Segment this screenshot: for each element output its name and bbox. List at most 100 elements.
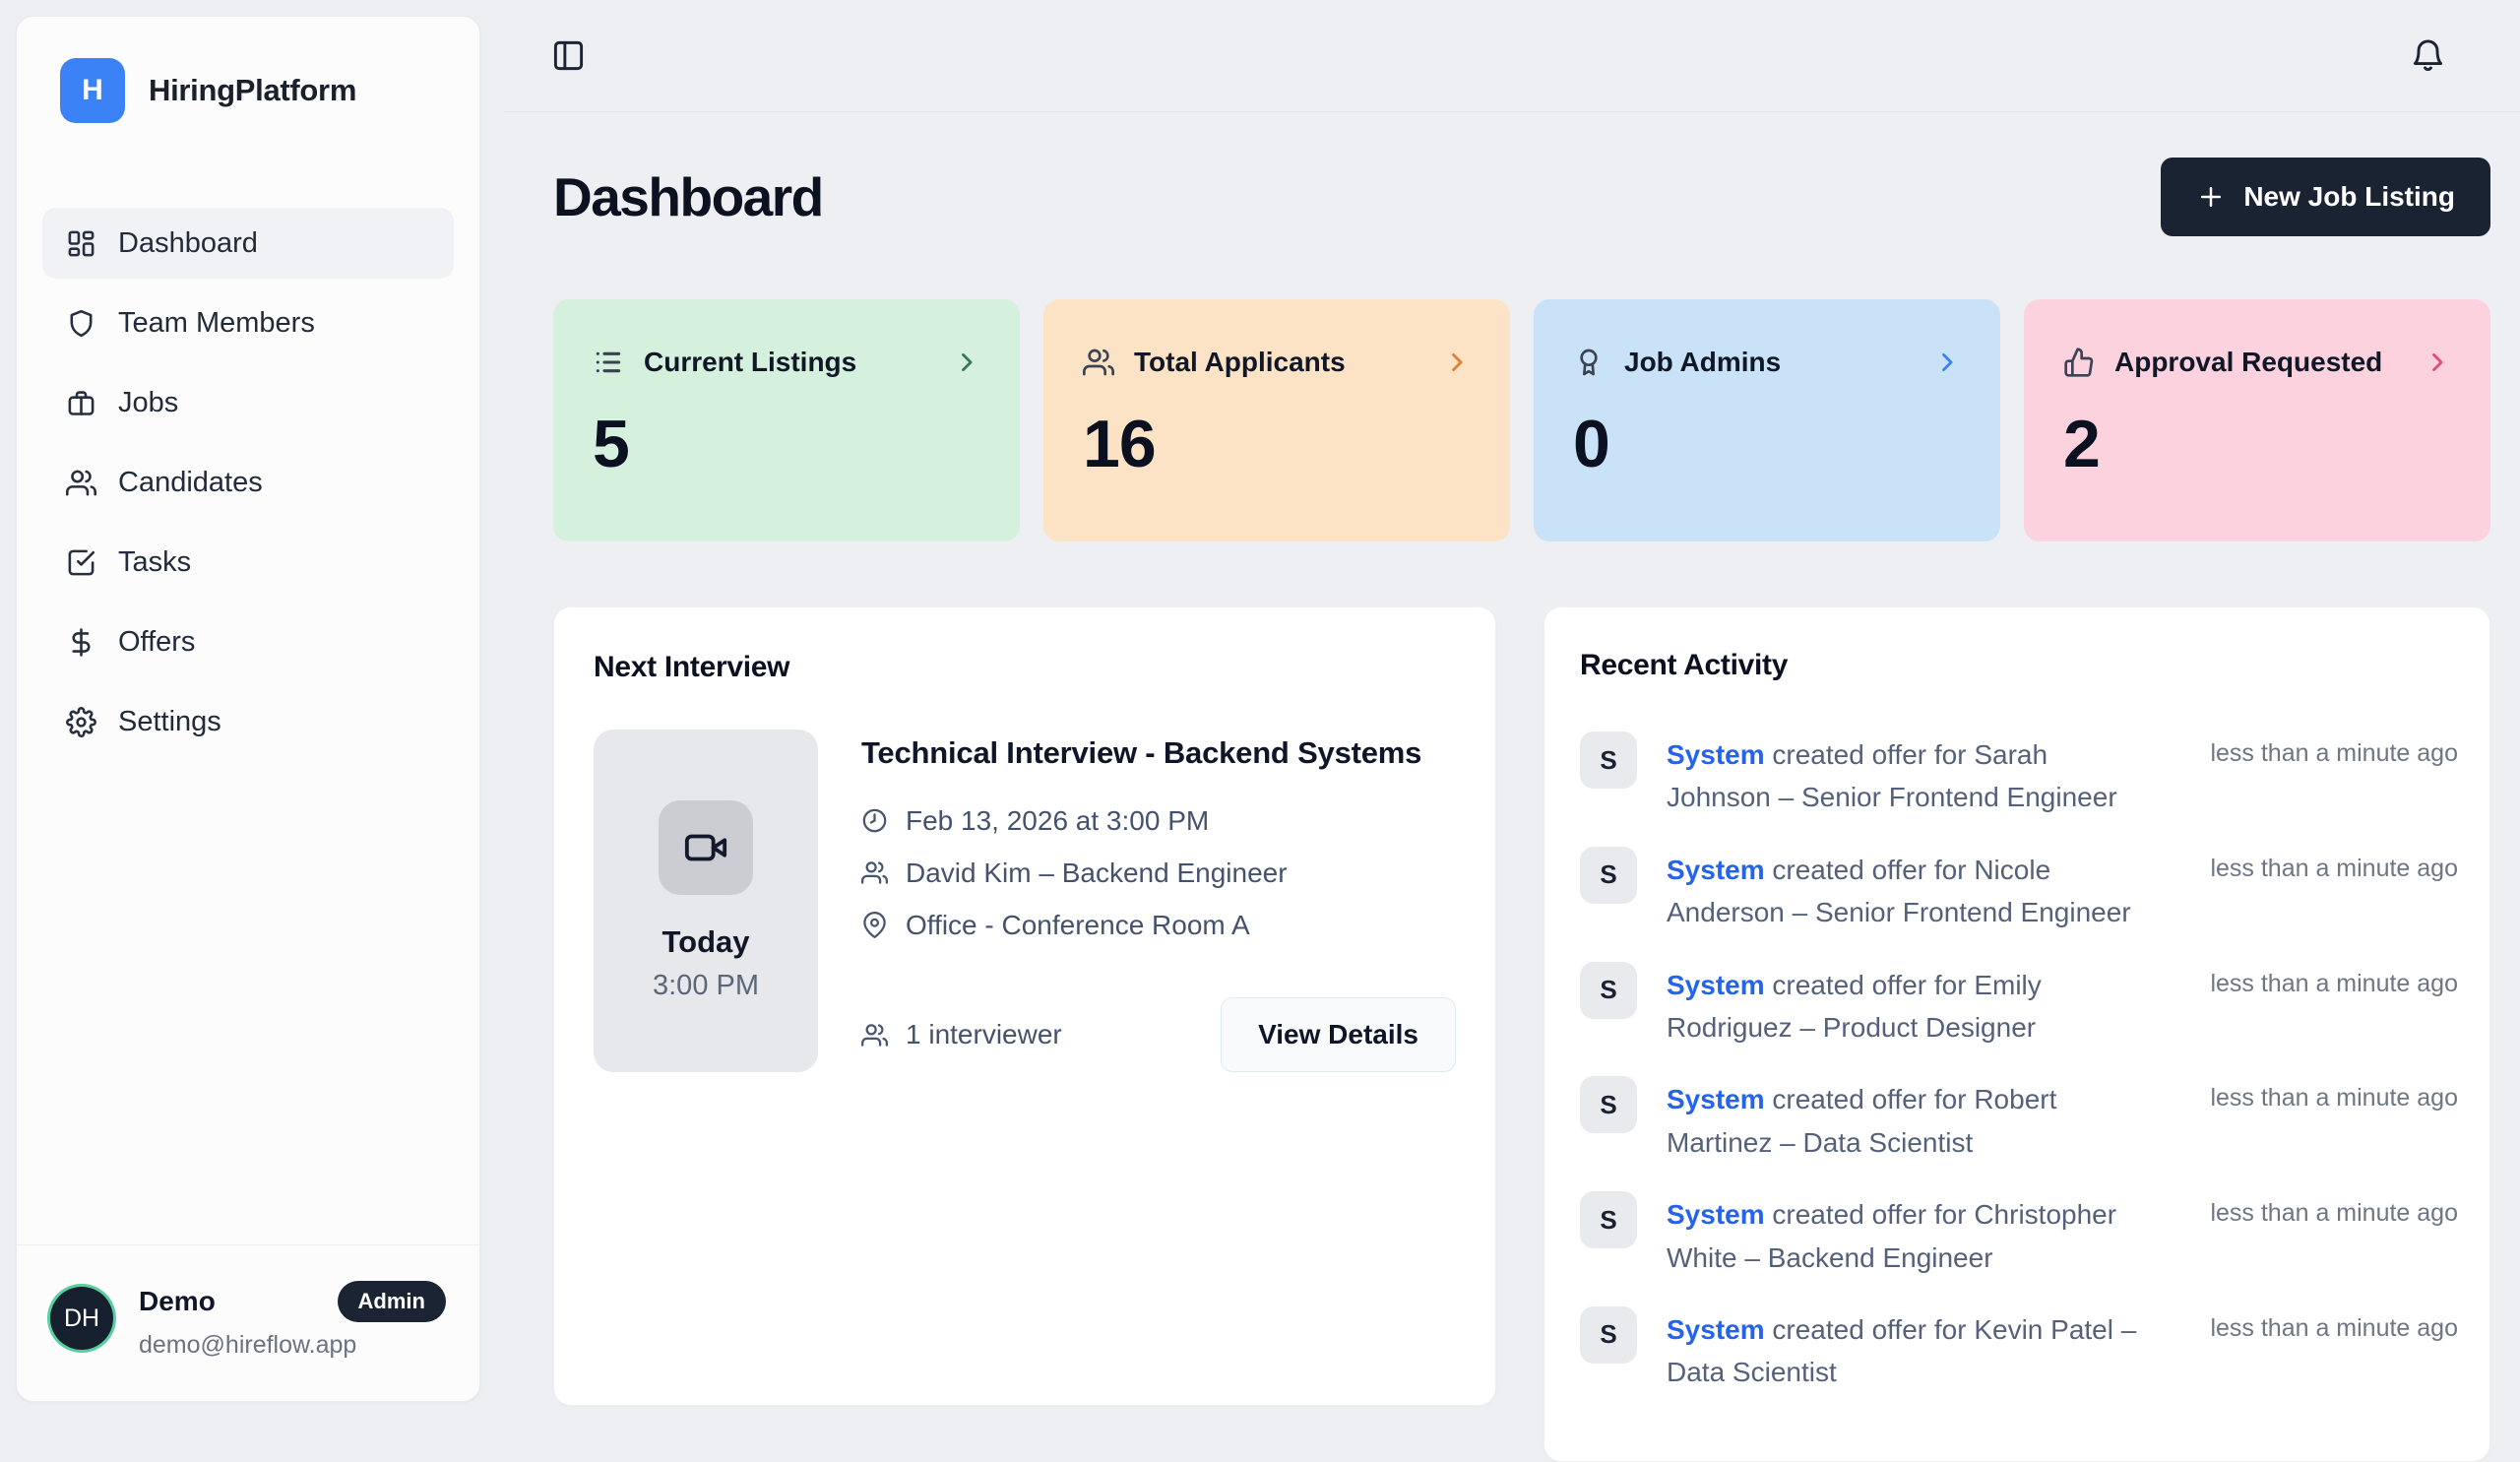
activity-text: created offer for Nicole Anderson – Seni… xyxy=(1667,854,2131,928)
activity-timestamp: less than a minute ago xyxy=(2210,739,2458,767)
sidebar-item[interactable]: Tasks xyxy=(42,527,454,598)
recent-activity-title: Recent Activity xyxy=(1580,649,1789,681)
activity-actor-link[interactable]: System xyxy=(1667,1199,1765,1231)
activity-message: System created offer for Sarah Johnson –… xyxy=(1667,731,2159,819)
shield-icon xyxy=(66,308,96,339)
users-icon xyxy=(861,859,888,886)
sidebar-item[interactable]: Jobs xyxy=(42,367,454,438)
stat-value: 2 xyxy=(2063,407,2101,481)
next-interview-title: Next Interview xyxy=(594,651,790,683)
avatar: DH xyxy=(50,1287,113,1350)
interview-location-row: Office - Conference Room A xyxy=(861,910,1456,941)
activity-actor-link[interactable]: System xyxy=(1667,854,1765,885)
dashboard-content: Dashboard New Job Listing Current Listin… xyxy=(504,112,2520,1462)
stat-value: 16 xyxy=(1083,407,1157,481)
chevron-right-icon xyxy=(2424,349,2451,376)
users-icon xyxy=(861,1022,888,1049)
briefcase-icon xyxy=(66,388,96,418)
sidebar-toggle-button[interactable] xyxy=(551,38,586,73)
stat-cards: Current Listings 5 Total Applicants 16 J… xyxy=(553,299,2490,541)
activity-item: S System created offer for Nicole Anders… xyxy=(1580,846,2458,934)
interview-datetime-row: Feb 13, 2026 at 3:00 PM xyxy=(861,805,1456,837)
activity-item: S System created offer for Christopher W… xyxy=(1580,1191,2458,1279)
sidebar-item-label: Team Members xyxy=(118,306,315,339)
main-area: Dashboard New Job Listing Current Listin… xyxy=(504,0,2520,1462)
task-check-icon xyxy=(66,547,96,578)
sidebar-item[interactable]: Candidates xyxy=(42,447,454,518)
sidebar-nav: Dashboard Team Members Jobs Candidates T… xyxy=(17,208,479,757)
interview-candidate: David Kim – Backend Engineer xyxy=(906,857,1288,888)
activity-message: System created offer for Kevin Patel – D… xyxy=(1667,1306,2159,1394)
interviewer-count-row: 1 interviewer xyxy=(861,1019,1062,1050)
stat-card[interactable]: Job Admins 0 xyxy=(1534,299,2000,541)
activity-message: System created offer for Emily Rodriguez… xyxy=(1667,962,2159,1049)
activity-message: System created offer for Robert Martinez… xyxy=(1667,1076,2159,1164)
panels: Next Interview Today 3:00 PM Technical I… xyxy=(553,606,2490,1462)
dashboard-icon xyxy=(66,228,96,259)
topbar xyxy=(504,0,2520,112)
video-icon xyxy=(683,825,728,870)
interview-time: 3:00 PM xyxy=(653,969,759,1001)
page-title: Dashboard xyxy=(553,166,824,227)
stat-card[interactable]: Current Listings 5 xyxy=(553,299,1020,541)
stat-card[interactable]: Approval Requested 2 xyxy=(2024,299,2490,541)
activity-avatar: S xyxy=(1580,731,1637,789)
interview-candidate-row: David Kim – Backend Engineer xyxy=(861,858,1456,889)
activity-actor-link[interactable]: System xyxy=(1667,1084,1765,1115)
activity-avatar: S xyxy=(1580,1305,1637,1364)
clock-icon xyxy=(861,807,888,834)
activity-actor-link[interactable]: System xyxy=(1667,969,1765,1000)
activity-text: created offer for Sarah Johnson – Senior… xyxy=(1667,739,2117,813)
sidebar-item-label: Jobs xyxy=(118,386,179,418)
activity-item: S System created offer for Sarah Johnson… xyxy=(1580,731,2458,819)
user-name: Demo xyxy=(139,1286,216,1316)
user-email: demo@hireflow.app xyxy=(139,1331,357,1359)
sidebar-item[interactable]: Settings xyxy=(42,686,454,757)
app-name: HiringPlatform xyxy=(149,73,357,107)
interview-day: Today xyxy=(662,923,750,959)
user-section: DH Demo Admin demo@hireflow.app xyxy=(17,1244,479,1401)
app-logo-letter: H xyxy=(82,74,103,106)
users-icon xyxy=(66,468,96,498)
activity-text: created offer for Christopher White – Ba… xyxy=(1667,1199,2117,1273)
chevron-right-icon xyxy=(1933,349,1961,376)
activity-timestamp: less than a minute ago xyxy=(2210,969,2458,997)
activity-text: created offer for Robert Martinez – Data… xyxy=(1667,1084,2057,1158)
activity-item: S System created offer for Kevin Patel –… xyxy=(1580,1305,2458,1394)
sidebar-item[interactable]: Dashboard xyxy=(42,208,454,279)
activity-avatar: S xyxy=(1580,1191,1637,1249)
users-icon xyxy=(1083,347,1114,378)
activity-timestamp: less than a minute ago xyxy=(2210,854,2458,882)
sidebar-item-label: Tasks xyxy=(118,545,192,578)
interview-details: Technical Interview - Backend Systems Fe… xyxy=(861,730,1456,1072)
sidebar-item-label: Dashboard xyxy=(118,226,258,259)
stat-label: Total Applicants xyxy=(1134,347,1346,377)
app-logo: H xyxy=(60,58,125,123)
interview-location: Office - Conference Room A xyxy=(906,909,1250,940)
interviewer-count: 1 interviewer xyxy=(906,1019,1062,1049)
stat-card[interactable]: Total Applicants 16 xyxy=(1043,299,1510,541)
sidebar-item-label: Candidates xyxy=(118,466,263,498)
sidebar: H HiringPlatform Dashboard Team Members … xyxy=(16,16,480,1402)
activity-timestamp: less than a minute ago xyxy=(2210,1084,2458,1112)
activity-actor-link[interactable]: System xyxy=(1667,739,1765,770)
sidebar-item[interactable]: Team Members xyxy=(42,287,454,358)
new-job-listing-button[interactable]: New Job Listing xyxy=(2161,158,2490,236)
sidebar-item-label: Offers xyxy=(118,625,196,658)
sidebar-item[interactable]: Offers xyxy=(42,606,454,677)
activity-actor-link[interactable]: System xyxy=(1667,1313,1765,1345)
stat-label: Approval Requested xyxy=(2114,347,2383,377)
gear-icon xyxy=(66,706,96,737)
user-info: Demo Admin demo@hireflow.app xyxy=(139,1281,446,1360)
panel-left-icon xyxy=(551,38,586,73)
brand: H HiringPlatform xyxy=(17,17,479,123)
activity-item: S System created offer for Robert Martin… xyxy=(1580,1076,2458,1164)
activity-avatar: S xyxy=(1580,1076,1637,1134)
activity-message: System created offer for Nicole Anderson… xyxy=(1667,847,2159,934)
map-pin-icon xyxy=(861,912,888,939)
view-details-button[interactable]: View Details xyxy=(1221,997,1456,1072)
stat-value: 0 xyxy=(1573,407,1610,481)
stat-value: 5 xyxy=(593,407,630,481)
stat-label: Job Admins xyxy=(1624,347,1782,377)
notifications-button[interactable] xyxy=(2411,38,2445,73)
